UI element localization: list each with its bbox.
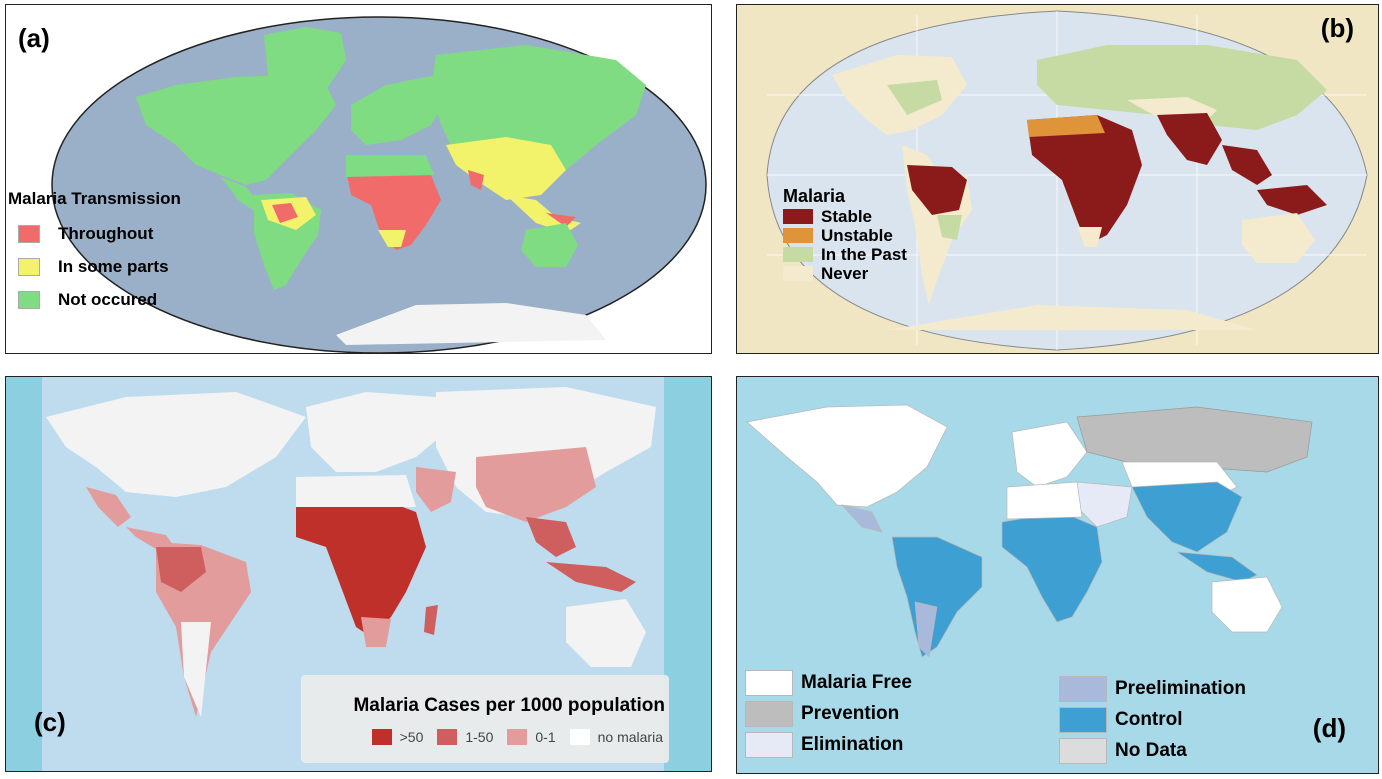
legend-swatch (1059, 737, 1107, 764)
legend-title: Malaria Transmission (8, 189, 181, 208)
legend-item-0-1: 0-1 (507, 729, 556, 745)
world-map-program-phase (746, 404, 1313, 658)
legend-swatch (783, 247, 813, 262)
panel-label-a: (a) (18, 23, 50, 53)
legend-label: In some parts (58, 256, 169, 276)
panel-label-c: (c) (34, 707, 66, 737)
legend-item-malaria-free: Malaria Free (745, 667, 912, 698)
legend-swatch (18, 224, 40, 243)
legend-swatch (783, 209, 813, 224)
legend-item-no-malaria: no malaria (569, 729, 663, 745)
map-panel-b: (b) Malaria Stable Unstable In the Past … (736, 4, 1379, 354)
legend-transmission: Malaria Transmission Throughout In some … (8, 189, 181, 316)
legend-swatch (437, 729, 458, 745)
map-panel-c: (c) Malaria Cases per 1000 population >5… (5, 376, 712, 772)
legend-item-elimination: Elimination (745, 729, 912, 760)
map-panel-a: (a) Malaria Transmission Throughout In s… (5, 4, 712, 354)
legend-items: >50 1-50 0-1 no malaria (358, 729, 663, 745)
legend-item-control: Control (1059, 704, 1246, 735)
legend-item-unstable: Unstable (783, 226, 907, 245)
world-map-stability (766, 10, 1368, 351)
legend-item-preelimination: Preelimination (1059, 673, 1246, 704)
legend-swatch (507, 729, 528, 745)
panel-label-b: (b) (1320, 13, 1354, 43)
legend-label: Stable (821, 206, 873, 226)
legend-label: Throughout (58, 223, 154, 243)
legend-swatch (569, 729, 590, 745)
legend-item-never: Never (783, 264, 907, 283)
panel-label-d: (d) (1312, 713, 1346, 743)
legend-label: Not occured (58, 289, 158, 309)
legend-label: >50 (399, 729, 424, 745)
legend-cases: Malaria Cases per 1000 population >50 1-… (301, 675, 669, 763)
legend-swatch (18, 290, 40, 309)
legend-label: Prevention (801, 702, 900, 724)
legend-swatch (1059, 706, 1107, 733)
legend-label: In the Past (821, 244, 907, 264)
legend-item-no-data: No Data (1059, 735, 1246, 766)
world-map-transmission (51, 16, 707, 353)
legend-item-stable: Stable (783, 207, 907, 226)
legend-item-in-the-past: In the Past (783, 245, 907, 264)
legend-item-1-50: 1-50 (437, 729, 493, 745)
legend-label: 1-50 (465, 729, 494, 745)
legend-item-throughout: Throughout (8, 217, 181, 250)
legend-program-phase: Malaria Free Prevention Elimination Pree… (745, 667, 1325, 767)
legend-title: Malaria (783, 186, 846, 206)
legend-title: Malaria Cases per 1000 population (353, 695, 665, 716)
legend-swatch (745, 700, 793, 727)
legend-swatch (783, 266, 813, 281)
legend-label: Never (821, 263, 869, 283)
legend-label: Malaria Free (801, 671, 912, 693)
legend-item-gt50: >50 (371, 729, 424, 745)
map-panel-d: (d) Malaria Free Prevention Elimination … (736, 376, 1379, 774)
legend-item-prevention: Prevention (745, 698, 912, 729)
legend-item-some-parts: In some parts (8, 250, 181, 283)
legend-label: Preelimination (1115, 677, 1246, 699)
legend-swatch (371, 729, 392, 745)
legend-label: Unstable (821, 225, 893, 245)
legend-column-left: Malaria Free Prevention Elimination (745, 667, 912, 760)
legend-swatch (745, 731, 793, 758)
legend-label: Elimination (801, 733, 904, 755)
legend-label: Control (1115, 708, 1183, 730)
legend-label: No Data (1115, 739, 1187, 761)
legend-column-right: Preelimination Control No Data (1059, 673, 1246, 766)
legend-swatch (783, 228, 813, 243)
legend-item-not-occured: Not occured (8, 283, 181, 316)
legend-swatch (745, 669, 793, 696)
legend-malaria-stability: Malaria Stable Unstable In the Past Neve… (783, 186, 907, 283)
legend-label: 0-1 (535, 729, 556, 745)
legend-swatch (1059, 675, 1107, 702)
legend-label: no malaria (597, 729, 663, 745)
legend-swatch (18, 257, 40, 276)
